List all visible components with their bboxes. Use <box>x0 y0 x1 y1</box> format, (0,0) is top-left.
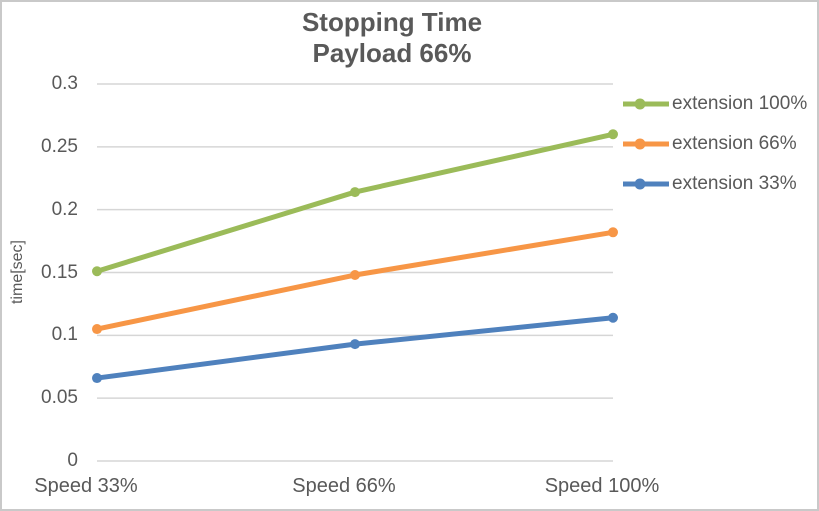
data-point-marker <box>92 373 102 384</box>
y-tick-label: 0 <box>67 450 78 471</box>
series-line-extension-100- <box>94 131 616 274</box>
legend-item: extension 33% <box>623 172 797 196</box>
data-point-marker <box>608 227 618 238</box>
x-category-label: Speed 33% <box>34 475 138 497</box>
chart-title-line1: Stopping Time <box>301 7 483 37</box>
data-point-marker <box>350 270 360 281</box>
legend-label: extension 66% <box>672 133 797 154</box>
y-tick-label: 0.1 <box>51 324 78 346</box>
y-tick-label: 0.05 <box>41 387 78 409</box>
legend-line-marker-icon <box>623 98 669 110</box>
legend-label: extension 33% <box>672 173 797 194</box>
legend-item: extension 100% <box>623 92 807 116</box>
y-tick-label: 0.25 <box>41 135 78 157</box>
data-point-marker <box>608 312 618 323</box>
chart-title: Stopping Time Payload 66% <box>2 7 782 69</box>
legend-line-marker-icon <box>623 178 669 190</box>
legend-item: extension 66% <box>623 132 797 156</box>
data-point-marker <box>350 339 360 350</box>
data-point-marker <box>350 187 360 198</box>
data-point-marker <box>92 324 102 335</box>
x-category-label: Speed 100% <box>544 475 660 497</box>
data-point-marker <box>92 266 102 277</box>
legend-label: extension 100% <box>672 93 808 114</box>
y-tick-label: 0.2 <box>51 198 78 220</box>
legend-line-marker-icon <box>623 138 669 150</box>
chart-title-line2: Payload 66% <box>312 38 472 68</box>
y-tick-label: 0.3 <box>51 73 78 94</box>
x-category-label: Speed 66% <box>292 475 396 497</box>
data-point-marker <box>608 129 618 140</box>
y-tick-label: 0.15 <box>41 261 78 283</box>
